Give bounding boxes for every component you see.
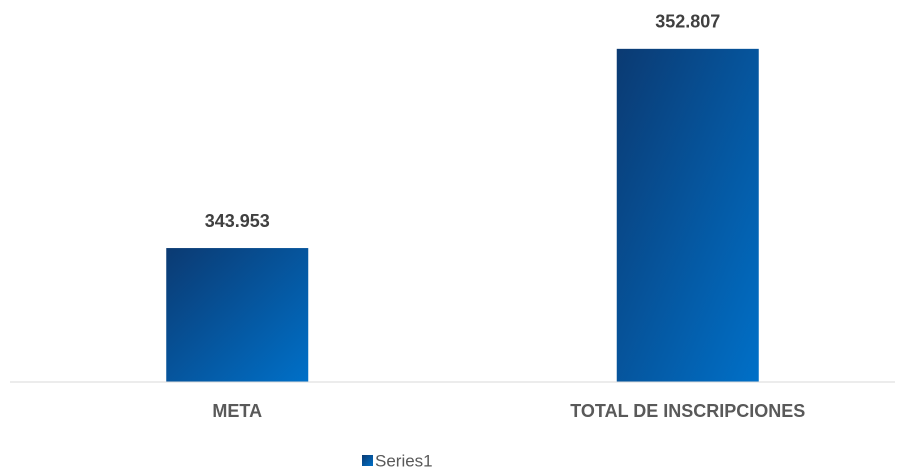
value-label: 352.807 — [655, 12, 720, 32]
value-label: 343.953 — [205, 211, 270, 231]
x-tick-label: META — [212, 401, 262, 421]
x-tick-label: TOTAL DE INSCRIPCIONES — [570, 401, 805, 421]
bar — [166, 248, 309, 382]
legend-label: Series1 — [375, 451, 433, 470]
legend-swatch — [362, 455, 373, 466]
bar — [616, 48, 759, 382]
